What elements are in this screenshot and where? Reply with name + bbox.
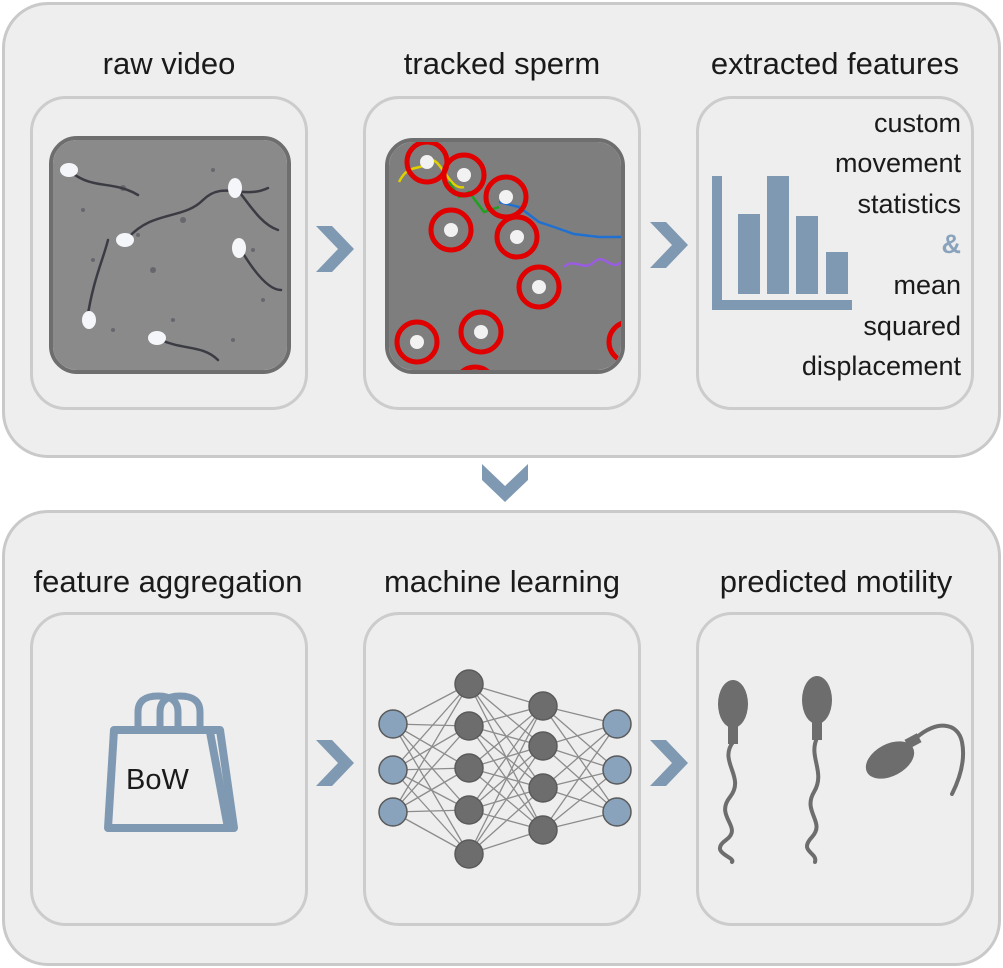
sperm-icon [802,676,832,864]
nn-node [602,755,632,785]
nn-node [528,815,558,845]
chevron-right-icon [316,226,354,272]
sperm-motility-icons [717,676,965,864]
bow-label: BoW [126,764,189,796]
features-text-line-4: mean [893,270,961,300]
tracked-sperm-frame [385,138,625,374]
predicted-motility-card [696,612,974,926]
chevron-down-icon [482,464,528,502]
features-text-line-3: statistics [857,189,961,219]
nn-node [454,753,484,783]
nn-node [454,839,484,869]
stage-title-predicted-motility: predicted motility [719,564,953,599]
nn-node [378,709,408,739]
stage-title-feature-aggregation: feature aggregation [33,564,303,599]
nn-node [454,795,484,825]
nn-node [454,711,484,741]
nn-node [602,709,632,739]
chevron-right-icon [316,740,354,786]
sperm-icon [865,723,965,796]
nn-node [528,691,558,721]
nn-node [378,797,408,827]
features-text-line-5: squared [863,311,961,341]
shopping-bag-icon [104,692,238,832]
bar-chart-icon [712,176,852,310]
nn-node [602,797,632,827]
features-text-line-1: custom [873,108,961,138]
microscope-image [53,140,287,370]
nn-node [378,755,408,785]
features-text-line-2: movement [834,148,961,178]
stage-title-raw-video: raw video [102,46,236,81]
nn-connections [392,683,618,855]
nn-node [528,731,558,761]
features-text-line-6: displacement [801,351,961,381]
nn-node [528,773,558,803]
nn-node [454,669,484,699]
feature-aggregation-card [30,612,308,926]
sperm-icon [717,680,748,864]
chevron-right-icon [650,740,688,786]
chevron-right-icon [650,222,688,268]
tracking-image [389,142,621,370]
features-ampersand: & [941,229,962,259]
stage-title-machine-learning: machine learning [383,564,621,599]
stage-title-extracted-features: extracted features [710,46,960,81]
raw-video-frame [49,136,291,374]
stage-title-tracked-sperm: tracked sperm [403,46,601,81]
neural-network-icon [378,669,632,869]
